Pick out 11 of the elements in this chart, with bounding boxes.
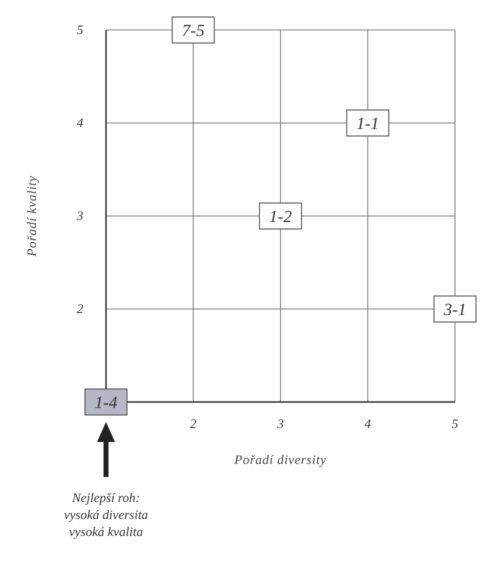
- x-tick-label: 3: [276, 416, 284, 431]
- x-tick-label: 2: [190, 416, 197, 431]
- y-tick-label: 2: [76, 301, 84, 316]
- y-tick-label: 5: [76, 22, 84, 37]
- x-tick-label: 5: [452, 416, 459, 431]
- y-tick-label: 3: [76, 208, 84, 223]
- y-axis-title: Pořadí kvality: [24, 175, 39, 258]
- x-axis-title: Pořadí diversity: [233, 452, 327, 467]
- y-tick-label: 4: [76, 115, 84, 130]
- text: Nejlepší roh: vysoká diversita vysoká kvalita: [64, 490, 149, 539]
- x-tick-label: 4: [364, 416, 372, 431]
